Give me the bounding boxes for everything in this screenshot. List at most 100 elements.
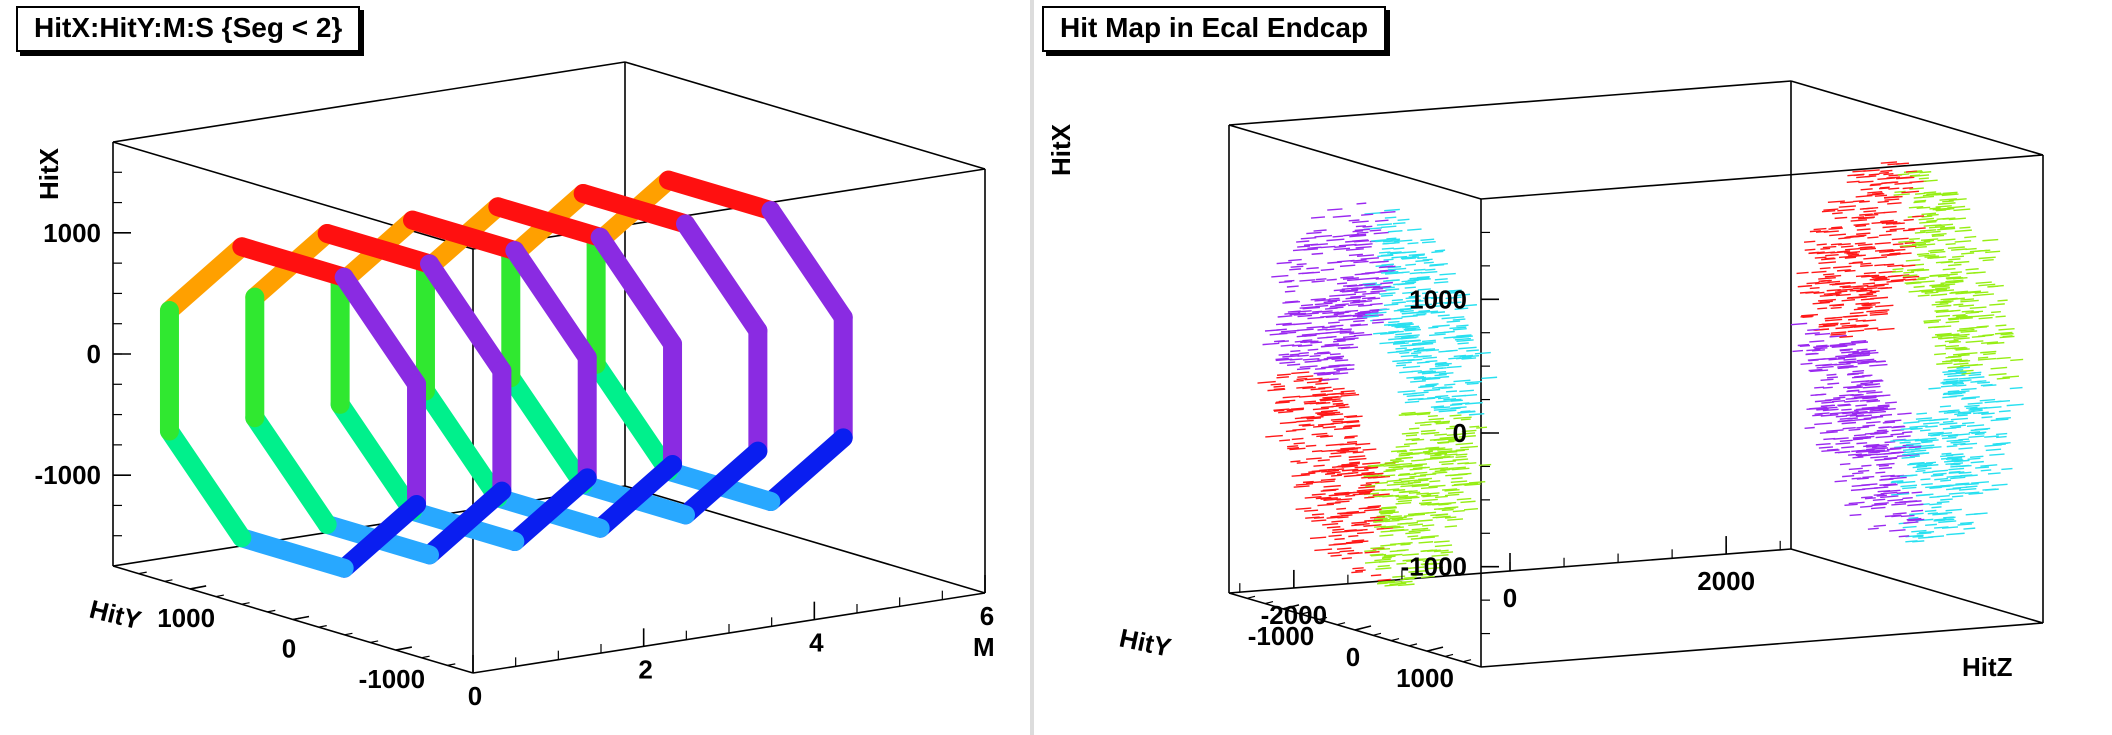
hit-mark [1960,299,1979,303]
hit-mark [1432,324,1450,328]
hit-mark [1388,337,1403,341]
hit-mark [1803,240,1816,243]
hit-mark [1418,541,1434,544]
hit-mark [1855,224,1867,228]
hit-mark [1329,455,1342,458]
hit-mark [1364,561,1381,564]
hit-mark [1863,210,1877,213]
hit-mark [1867,527,1879,530]
hit-mark [1896,454,1911,457]
hit-mark [1824,274,1842,278]
hit-mark [1443,330,1455,334]
hit-mark [1278,353,1289,356]
hit-mark [1857,306,1872,309]
hit-mark [1880,491,1898,495]
hit-mark [1461,357,1477,360]
hit-mark [1942,436,1957,440]
hit-mark [1959,363,1979,367]
hit-mark [1853,436,1871,440]
hit-mark [1298,352,1309,355]
hit-mark [1264,329,1281,332]
hit-mark [1322,488,1339,492]
hity-minor-tick [1282,606,1292,610]
hit-mark [1961,315,1979,319]
hit-mark [1862,282,1875,285]
hit-mark [1407,397,1424,401]
hit-mark [1848,428,1861,431]
hit-mark [1392,489,1406,492]
octagon-segment [761,428,853,512]
hit-mark [1315,411,1328,414]
hitx-axis-title: HitX [1046,123,1076,176]
hit-mark [1393,341,1406,344]
hit-mark [1968,408,1983,411]
hit-mark [1374,525,1386,528]
hit-mark [1871,503,1887,507]
hit-mark [1811,270,1827,274]
hit-mark [1839,335,1853,339]
hit-mark [1382,238,1401,242]
hit-mark [1917,276,1929,279]
hit-mark [1814,256,1827,259]
hit-mark [1968,376,1985,379]
hit-mark [1434,420,1451,424]
hit-mark [1348,457,1367,461]
hit-mark [1383,303,1399,306]
octagon-segment [317,223,440,274]
hit-mark [1404,286,1416,289]
hit-mark [1397,218,1410,221]
hit-mark [1950,483,1966,487]
hit-mark [1314,234,1333,238]
m-axis-title: M [973,632,995,662]
hit-mark [1959,317,1973,320]
hit-mark [1877,404,1890,407]
hit-mark [1309,354,1321,358]
hit-mark [1953,303,1964,306]
hit-mark [1929,502,1942,506]
hit-mark [1868,451,1880,454]
hity-tick-label: -1000 [1248,621,1315,651]
hit-mark [1815,393,1827,396]
hit-mark [1914,245,1927,249]
hit-mark [1304,401,1320,405]
hit-mark [1839,348,1853,351]
hit-mark [1387,323,1403,327]
hit-mark [1405,263,1416,266]
hit-mark [1433,549,1449,553]
hit-mark [1352,492,1371,496]
hit-mark [1310,243,1328,246]
hit-mark [1407,535,1419,538]
hit-mark [1420,238,1435,242]
hit-mark [1835,293,1851,297]
hit-mark [1412,254,1425,257]
hit-mark [1956,366,1970,370]
hit-mark [1416,275,1430,279]
hit-mark [1374,558,1391,562]
hit-mark [1929,256,1947,259]
hit-mark [1980,469,1992,472]
hit-mark [1844,248,1859,251]
hit-mark [1952,313,1966,317]
hit-mark [1421,291,1439,295]
hit-mark [1296,367,1311,371]
hit-mark [1351,539,1365,542]
hit-mark [1423,388,1441,392]
hit-mark [1380,530,1396,533]
hit-mark [1313,372,1325,375]
hit-mark [1408,529,1426,533]
hit-mark [1407,481,1422,484]
hit-mark [1314,302,1333,306]
hit-mark [1302,424,1315,427]
hit-mark [1400,354,1419,358]
hit-mark [1336,282,1348,285]
hit-mark [1388,320,1400,324]
right-box-edge [1790,80,2044,156]
hit-mark [1343,436,1355,439]
hit-mark [1947,297,1965,301]
hit-mark [1820,378,1834,381]
hit-mark [1420,271,1438,274]
hit-mark [1293,485,1310,488]
hit-mark [1835,442,1851,445]
hit-mark [1398,454,1410,457]
hit-mark [1876,462,1895,466]
